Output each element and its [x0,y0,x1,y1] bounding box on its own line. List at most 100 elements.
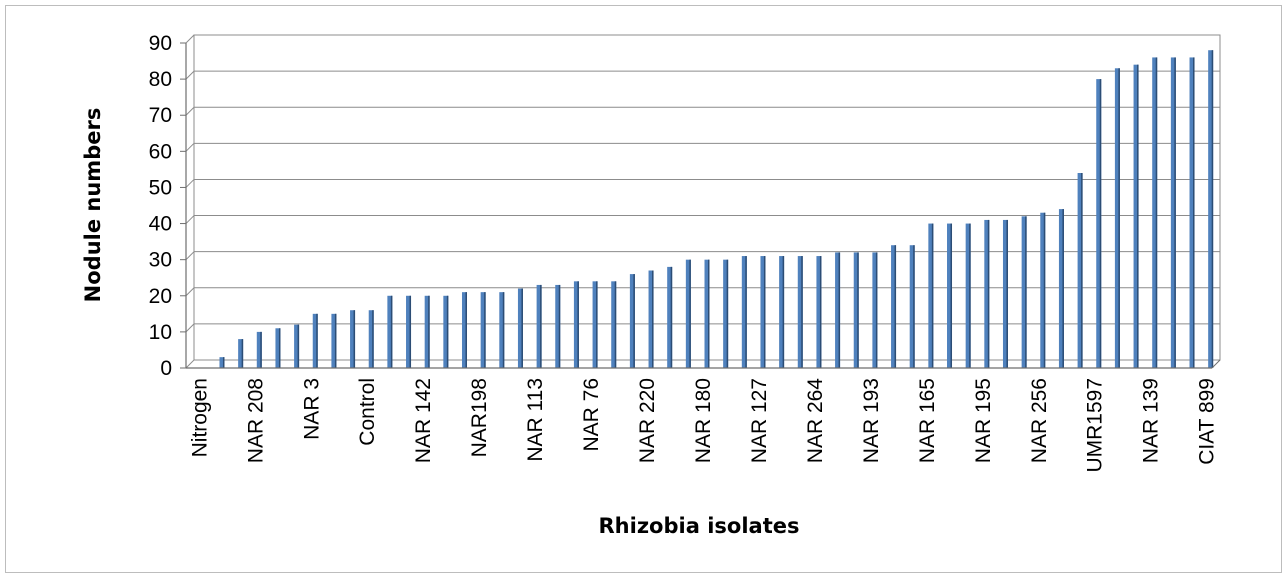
bar [555,284,561,368]
y-tick-label: 50 [149,176,172,199]
bar [443,295,449,368]
bar-shade [521,288,523,368]
bars [219,50,1214,369]
x-tick-label: NAR 180 [692,378,715,463]
gridline-depth [185,179,195,188]
bar-shade [540,284,542,368]
axes [180,42,1221,369]
bar [667,266,673,368]
bar [1170,57,1176,368]
bar-shade [987,219,990,368]
bar [331,313,337,368]
y-tick-label: 80 [149,68,172,91]
gridline-depth [185,215,195,224]
gridline-depth [185,251,195,261]
y-tick-label: 60 [149,140,172,163]
bar [480,292,486,368]
x-tick-label: Nitrogen [188,378,211,457]
gridline-depth [185,359,195,369]
bar-shade [670,266,673,368]
bar-shade [1174,57,1176,368]
x-tick-label: NAR 193 [860,378,883,463]
x-tick-label: NAR 3 [300,378,323,440]
bar-shade [745,256,747,368]
bar [779,256,785,368]
bar-shade [409,295,412,368]
bar [536,284,542,368]
y-tick-label: 0 [160,357,172,380]
x-tick-label: NAR 142 [412,378,435,463]
bar [424,295,430,368]
bar [387,295,393,368]
bar-shade [316,313,318,368]
bar-shade [1099,79,1102,369]
y-tick-label: 10 [149,321,172,344]
bar [704,259,710,368]
bar [1040,212,1046,368]
bar [592,281,598,368]
bar-shade [1025,216,1027,368]
bar-shade [577,281,579,368]
bar [294,324,300,368]
bar-shade [1062,209,1064,368]
x-tick-label: NAR 264 [804,378,827,464]
bar [648,270,654,368]
gridline-depth [185,287,195,297]
gridline-depth [185,106,195,116]
bar-shade [1155,57,1158,368]
bar-shade [1137,64,1139,369]
bar [685,259,691,368]
bar [797,256,803,368]
bar-shade [222,357,225,368]
bar [256,331,262,368]
bar-shade [334,313,337,368]
y-tick-labels: 0 10 20 30 40 50 60 70 80 90 [149,32,172,380]
bar-shade [931,223,934,368]
bar-shade [428,295,430,368]
x-tick-labels: Nitrogen NAR 208 NAR 3 Control NAR 142 NAR198… [188,378,1218,473]
bar [1114,68,1120,368]
bar [350,310,356,368]
bar-shade [390,295,393,368]
bar-shade [838,252,841,368]
bar [872,252,878,368]
x-tick-label: NAR 139 [1140,378,1163,463]
bar [238,339,244,368]
bar-shade [596,281,598,368]
bar-shade [502,292,505,368]
bar-shade [763,256,766,368]
bar [947,223,953,368]
bar-shade [465,292,467,368]
bar-shade [969,223,971,368]
bar-shade [652,270,654,368]
x-tick-label: NAR198 [468,378,491,457]
bar [1189,57,1195,368]
bar-shade [1118,68,1120,368]
bar-shade [726,259,729,368]
y-tick-label: 90 [149,32,172,55]
bar-shade [1006,219,1008,368]
bar [891,245,897,368]
gridline-depth [185,70,195,80]
x-tick-label: NAR 256 [1028,378,1051,463]
bar-shade [297,324,300,368]
gridline-depth [185,34,195,44]
bar-shade [894,245,897,368]
bar-shade [278,328,281,368]
bar-shade [782,256,785,368]
bar [461,292,467,368]
bar [1002,219,1008,368]
bar [1058,209,1064,368]
bar [219,357,225,368]
bar [1021,216,1027,368]
bar [853,252,859,368]
x-axis-title: Rhizobia isolates [599,514,800,538]
y-tick-label: 20 [149,285,172,308]
x-tick-label: NAR 165 [916,378,939,463]
bar-shade [801,256,803,368]
bar-shade [913,245,915,368]
x-tick-label: NAR 220 [636,378,659,463]
bar [368,310,374,368]
x-tick-label: NAR 208 [244,378,267,463]
